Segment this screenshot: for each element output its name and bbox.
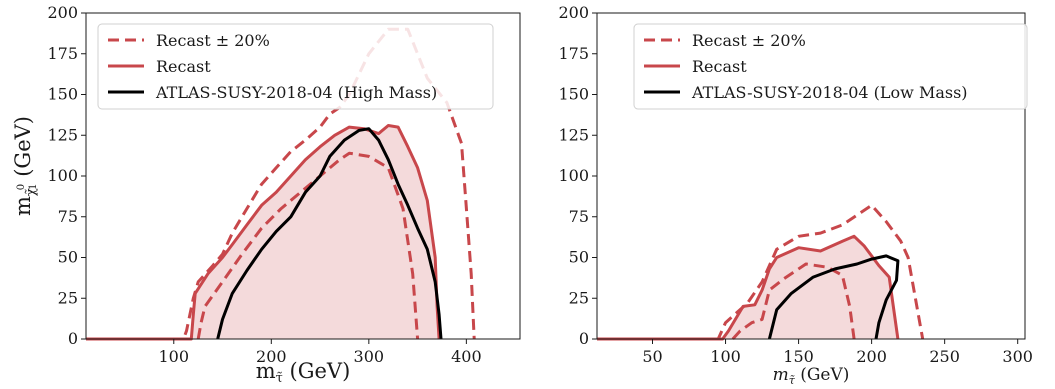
right-panel: 0 25 50 75 100 125 150 175 200 50 100 150 200 250 300 m… xyxy=(558,3,1033,387)
series-line-0-1 xyxy=(196,151,420,340)
x-axis-title: mτ̃ (GeV) xyxy=(773,365,850,387)
y-tick-label: 50 xyxy=(569,248,589,267)
y-tick-label: 0 xyxy=(579,329,589,348)
legend-box xyxy=(97,23,494,110)
legend-label: Recast xyxy=(156,57,211,76)
y-tick-label: 125 xyxy=(47,125,78,144)
x-tick-label: 300 xyxy=(354,347,385,366)
series-line-2-0 xyxy=(767,254,900,340)
y-tick-label: 200 xyxy=(558,3,589,22)
y-tick-label: 100 xyxy=(558,166,589,185)
series-line-2-0 xyxy=(216,127,443,340)
recast-fill-area xyxy=(86,125,440,339)
y-tick-label: 75 xyxy=(569,207,589,226)
y-tick-label: 25 xyxy=(569,288,589,307)
legend-label: ATLAS-SUSY-2018-04 (Low Mass) xyxy=(691,83,968,102)
y-tick-label: 125 xyxy=(558,125,589,144)
series-line-1-0 xyxy=(86,124,441,341)
series-line-0-0 xyxy=(597,203,925,341)
y-tick-label: 50 xyxy=(58,248,78,267)
series-line-1-0 xyxy=(597,234,900,341)
y-tick-label: 150 xyxy=(558,85,589,104)
recast-fill-area xyxy=(597,236,898,339)
x-tick-label: 200 xyxy=(856,347,887,366)
legend-label: ATLAS-SUSY-2018-04 (High Mass) xyxy=(155,83,437,102)
legend: Recast ± 20% Recast ATLAS-SUSY-2018-04 (Hi… xyxy=(97,23,494,110)
legend-box xyxy=(633,23,1028,110)
legend-label: Recast ± 20% xyxy=(692,31,806,50)
legend: Recast ± 20% Recast ATLAS-SUSY-2018-04 (Lo… xyxy=(633,23,1028,110)
series-line-0-0 xyxy=(86,27,476,341)
x-tick-label: 400 xyxy=(451,347,482,366)
left-panel: 0 25 50 75 100 125 150 175 200 100 200 300 400 mτ̃ (G… xyxy=(11,3,521,386)
x-tick-label: 100 xyxy=(159,347,190,366)
y-tick-label: 150 xyxy=(47,85,78,104)
y-tick-label: 0 xyxy=(68,329,78,348)
y-tick-label: 100 xyxy=(47,166,78,185)
y-tick-label: 75 xyxy=(58,207,78,226)
x-axis-title: mτ̃ (GeV) xyxy=(256,359,351,386)
y-tick-label: 175 xyxy=(558,44,589,63)
x-tick-label: 300 xyxy=(1002,347,1033,366)
x-tick-label: 150 xyxy=(783,347,814,366)
legend-label: Recast ± 20% xyxy=(156,31,270,50)
x-tick-label: 100 xyxy=(710,347,741,366)
x-tick-label: 250 xyxy=(929,347,960,366)
series-line-0-1 xyxy=(731,262,856,341)
legend-label: Recast xyxy=(692,57,747,76)
y-axis-title: mχ̃01 (GeV) xyxy=(11,116,39,216)
x-tick-label: 200 xyxy=(256,347,287,366)
x-tick-label: 50 xyxy=(642,347,662,366)
y-tick-label: 175 xyxy=(47,44,78,63)
y-tick-label: 25 xyxy=(58,288,78,307)
y-tick-label: 200 xyxy=(47,3,78,22)
